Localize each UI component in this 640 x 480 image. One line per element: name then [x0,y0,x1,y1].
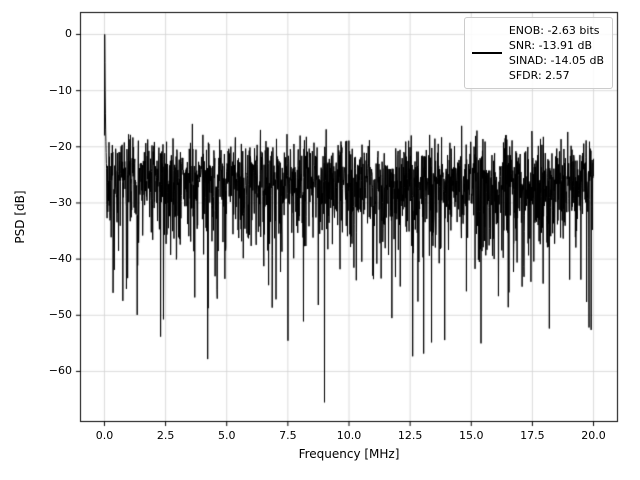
x-axis-label: Frequency [MHz] [298,447,400,461]
x-tick-label: 12.5 [397,429,423,442]
legend-line-sample [471,52,502,54]
y-axis-label: PSD [dB] [13,190,27,244]
x-tick-label: 0.0 [95,429,114,442]
y-tick-label: −30 [48,195,72,209]
y-tick-label: −40 [48,252,72,266]
x-tick-label: 15.0 [459,429,484,442]
x-tick-label: 10.0 [336,429,362,442]
x-tick-label: 7.5 [279,429,297,442]
legend-entry-snr: SNR: -13.91 dB [508,39,593,52]
y-tick-label: −50 [48,308,72,322]
legend-entries: ENOB: -2.63 bits SNR: -13.91 dB SINAD: -… [509,23,604,83]
x-tick-label: 20.0 [581,429,606,442]
x-tick-label: 17.5 [520,429,545,442]
legend-entry-enob: ENOB: -2.63 bits [508,24,600,37]
y-tick-label: −10 [48,83,72,97]
y-tick-label: 0 [65,27,72,41]
legend-entry-sinad: SINAD: -14.05 dB [508,54,604,67]
y-tick-label: −60 [48,364,72,378]
x-tick-label: 2.5 [156,429,175,442]
y-tick-label: −20 [48,139,72,153]
legend-entry-sfdr: SFDR: 2.57 [508,69,570,82]
x-tick-label: 5.0 [217,429,236,442]
legend: ENOB: -2.63 bits SNR: -13.91 dB SINAD: -… [463,17,613,89]
